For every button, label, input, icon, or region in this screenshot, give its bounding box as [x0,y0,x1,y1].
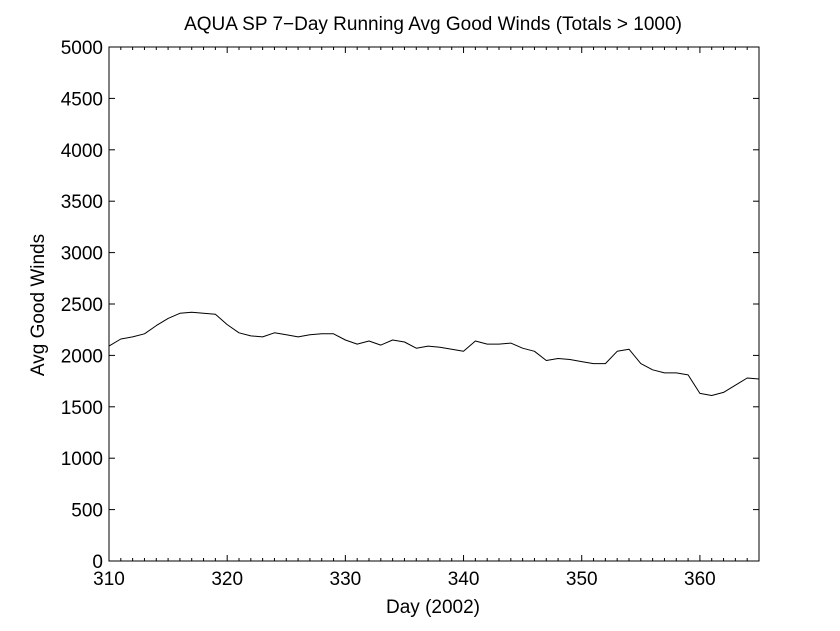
y-tick-label: 4500 [61,89,103,110]
y-tick-label: 0 [92,552,103,573]
series-layer [108,311,760,396]
y-tick-label: 500 [71,501,103,522]
minor-ticks [120,47,760,561]
y-tick-label: 3000 [61,244,103,265]
y-tick-label: 4000 [61,141,103,162]
plot-area-frame [108,46,760,562]
x-tick-label: 340 [448,569,480,590]
y-axis-label: Avg Good Winds [28,234,49,376]
y-tick-label: 2500 [61,295,103,316]
y-tick-label: 2000 [61,346,103,367]
y-tick-label: 1500 [61,398,103,419]
x-tick-label: 360 [684,569,716,590]
chart-title: AQUA SP 7−Day Running Avg Good Winds (To… [184,14,682,35]
y-tick-label: 3500 [61,192,103,213]
x-axis-ticks: 310 320 330 340 350 360 [93,47,716,590]
series-line [108,311,760,396]
x-tick-label: 330 [330,569,362,590]
y-tick-label: 5000 [61,38,103,59]
x-tick-label: 350 [566,569,598,590]
x-tick-label: 310 [93,569,125,590]
x-axis-label: Day (2002) [386,597,480,618]
x-tick-label: 320 [211,569,243,590]
y-axis-ticks: 0 500 1000 1500 2000 2500 3000 3500 4000 4500 5000 [61,38,759,573]
y-tick-label: 1000 [61,449,103,470]
